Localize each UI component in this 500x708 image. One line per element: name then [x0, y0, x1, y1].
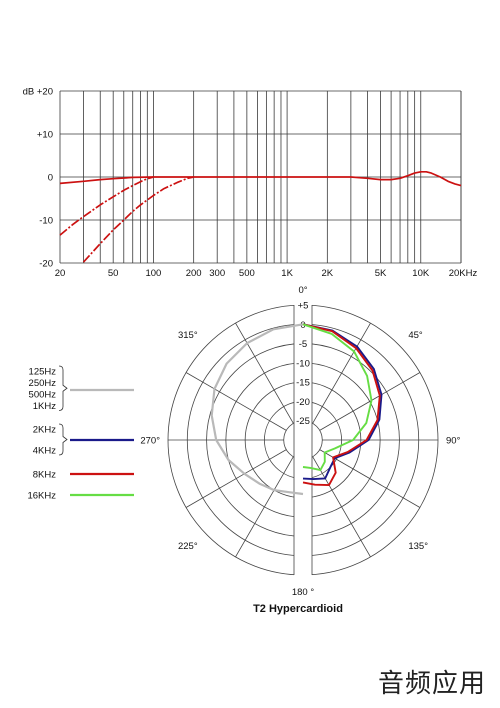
x-tick-label: 1K [281, 268, 293, 279]
polar-spoke [235, 322, 294, 424]
polar-spoke [319, 449, 421, 508]
legend-label: 4KHz [33, 446, 56, 457]
legend-label: 125Hz [29, 367, 57, 378]
angle-label: 90° [446, 436, 461, 447]
legend-bracket [58, 423, 68, 456]
angle-label: 225° [178, 541, 198, 552]
x-tick-label: 500 [239, 268, 255, 279]
x-tick-label: 200 [186, 268, 202, 279]
x-tick-label: 300 [209, 268, 225, 279]
y-tick-label: dB +20 [23, 87, 53, 98]
y-tick-label: -20 [39, 259, 53, 270]
polar-curve [302, 323, 383, 481]
frequency-response-line [59, 176, 154, 236]
polar-curve [302, 323, 373, 472]
r-tick-label: -25 [296, 416, 310, 427]
angle-label: 45° [408, 330, 423, 341]
r-tick-label: -5 [299, 339, 307, 350]
angle-label: 315° [178, 330, 198, 341]
polar-curve [302, 323, 381, 487]
angle-label: 270° [140, 436, 160, 447]
polar-spoke [185, 372, 287, 431]
polar-spoke [312, 322, 371, 424]
legend-label: 250Hz [29, 378, 57, 389]
frequency-response-line [59, 170, 462, 187]
r-tick-label: -20 [296, 397, 310, 408]
x-tick-label: 2K [322, 268, 334, 279]
legend-label: 16KHz [27, 491, 56, 502]
polar-spoke [235, 456, 294, 558]
x-tick-label: 5K [375, 268, 387, 279]
frequency-response-line [82, 176, 194, 263]
y-tick-label: +10 [37, 130, 53, 141]
x-tick-label: 20KHz [449, 268, 478, 279]
r-tick-label: +5 [298, 301, 309, 312]
legend-label: 8KHz [33, 470, 56, 481]
legend-bracket [58, 365, 68, 411]
y-tick-label: 0 [48, 173, 53, 184]
y-tick-label: -10 [39, 216, 53, 227]
legend-label: 1KHz [33, 401, 56, 412]
legend-label: 2KHz [33, 425, 56, 436]
x-tick-label: 20 [55, 268, 66, 279]
x-tick-label: 50 [108, 268, 119, 279]
polar-spoke [312, 456, 371, 558]
r-tick-label: -15 [296, 378, 310, 389]
polar-spoke [185, 449, 287, 508]
polar-chart-title: T2 Hypercardioid [253, 603, 343, 615]
polar-spoke [319, 372, 421, 431]
polar-pattern-chart: +50-5-10-15-20-250°45°90°135°180 °225°27… [140, 285, 460, 598]
angle-label: 180 ° [292, 587, 314, 598]
polar-curve [210, 323, 304, 496]
legend-label: 500Hz [29, 390, 57, 401]
x-tick-label: 10K [412, 268, 430, 279]
r-tick-label: -10 [296, 358, 310, 369]
polar-scale-band [294, 303, 312, 577]
watermark: 音频应用 [377, 669, 486, 699]
angle-label: 135° [408, 541, 428, 552]
angle-label: 0° [298, 285, 307, 296]
x-tick-label: 100 [145, 268, 161, 279]
